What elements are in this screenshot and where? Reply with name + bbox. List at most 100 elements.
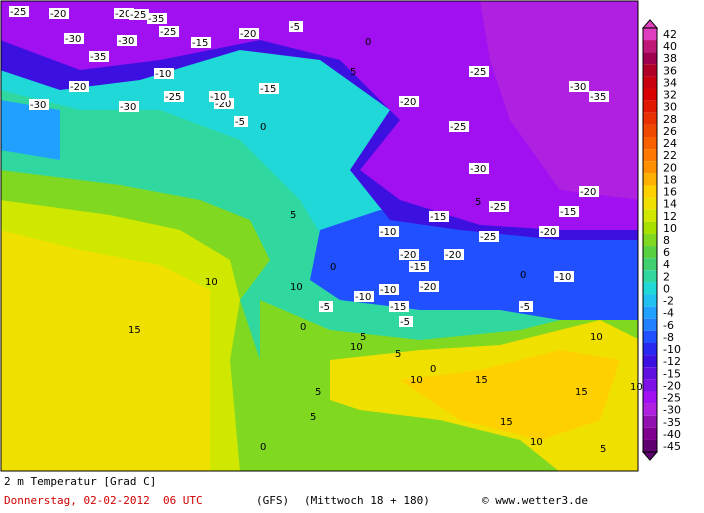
contour-label: -5	[235, 117, 245, 128]
scale-label: 12	[663, 210, 677, 223]
scale-label: -25	[663, 392, 681, 405]
contour-label: -35	[90, 52, 106, 63]
scale-band	[643, 391, 657, 404]
contour-label: -25	[130, 10, 146, 21]
contour-label: -30	[118, 36, 134, 47]
scale-label: 38	[663, 52, 677, 65]
contour-label: 0	[365, 37, 371, 48]
label-box	[489, 201, 509, 212]
label-box	[579, 186, 599, 197]
label-box	[559, 206, 579, 217]
label-box	[9, 6, 29, 17]
scale-label: 18	[663, 173, 677, 186]
scale-band	[643, 76, 657, 89]
contour-label: -15	[260, 84, 276, 95]
label-box	[479, 231, 499, 242]
label-box	[117, 35, 137, 46]
label-box	[259, 83, 279, 94]
contour-label: -25	[10, 7, 26, 18]
label-box	[399, 249, 419, 260]
contour-label: 0	[260, 122, 266, 133]
model: (GFS)	[256, 494, 290, 507]
contour-label: -15	[390, 302, 406, 313]
scale-band	[643, 318, 657, 331]
contour-label: -5	[520, 302, 530, 313]
scale-band	[643, 403, 657, 416]
contour-label: -5	[320, 302, 330, 313]
contour-label: -25	[470, 67, 486, 78]
contour-label: -10	[380, 227, 396, 238]
scale-band	[643, 415, 657, 428]
contour-label: 5	[350, 67, 356, 78]
label-box	[409, 261, 429, 272]
scale-band	[643, 64, 657, 77]
label-box	[519, 301, 533, 312]
label-box	[554, 271, 574, 282]
contour-label: -10	[155, 69, 171, 80]
contour-label: -20	[420, 282, 436, 293]
scale-label: 20	[663, 161, 677, 174]
source: © www.wetter3.de	[482, 494, 588, 507]
label-box	[89, 51, 109, 62]
label-box	[469, 66, 489, 77]
scale-label: 24	[663, 137, 677, 150]
contour-label: -30	[120, 102, 136, 113]
contour-label: 10	[205, 277, 218, 288]
contour-label: -25	[450, 122, 466, 133]
contour-label: -20	[580, 187, 596, 198]
scale-band	[643, 185, 657, 198]
label-box	[319, 301, 333, 312]
scale-label: 14	[663, 198, 677, 211]
contour-label: -15	[410, 262, 426, 273]
scale-label: -30	[663, 404, 681, 417]
contour-label: -20	[215, 99, 231, 110]
contour-label: -10	[380, 285, 396, 296]
date: Donnerstag, 02-02-2012 06 UTC	[4, 494, 203, 507]
scale-label: -8	[663, 331, 674, 344]
label-box	[49, 8, 69, 19]
label-box	[289, 21, 303, 32]
scale-band	[643, 258, 657, 271]
contour-label: -20	[115, 9, 131, 20]
contour-label: -20	[400, 250, 416, 261]
scale-label: -4	[663, 307, 674, 320]
label-box	[449, 121, 469, 132]
label-box	[29, 99, 49, 110]
scale-band	[643, 112, 657, 125]
scale-band	[643, 40, 657, 53]
contour-label: 0	[330, 262, 336, 273]
contour-label: -10	[555, 272, 571, 283]
contour-label: -10	[355, 292, 371, 303]
scale-label: 32	[663, 89, 677, 102]
contour-label: 10	[530, 437, 543, 448]
scale-label: 10	[663, 222, 677, 235]
contour-label: -30	[30, 100, 46, 111]
contour-label: 15	[128, 325, 141, 336]
scale-label: -20	[663, 379, 681, 392]
scale-arrow	[641, 451, 659, 461]
scale-label: -2	[663, 295, 674, 308]
scale-band	[643, 233, 657, 247]
contour-label: 15	[475, 375, 488, 386]
label-box	[234, 116, 248, 127]
contour-label: -30	[65, 34, 81, 45]
label-box	[389, 301, 409, 312]
contour-label: -20	[540, 227, 556, 238]
contour-label: -25	[160, 27, 176, 38]
label-box	[119, 101, 139, 112]
contour-label: -30	[470, 164, 486, 175]
scale-band	[643, 439, 657, 453]
contour-label: -15	[430, 212, 446, 223]
contour-label: 0	[300, 322, 306, 333]
contour-label: -20	[445, 250, 461, 261]
scale-label: 2	[663, 270, 670, 283]
label-box	[379, 284, 399, 295]
contour-label: -5	[400, 317, 410, 328]
label-box	[589, 91, 609, 102]
label-box	[399, 96, 419, 107]
contour-label: 10	[350, 342, 363, 353]
contour-label: -20	[240, 29, 256, 40]
label-box	[214, 98, 234, 109]
scale-band	[643, 100, 657, 113]
scale-label: 42	[663, 28, 677, 41]
